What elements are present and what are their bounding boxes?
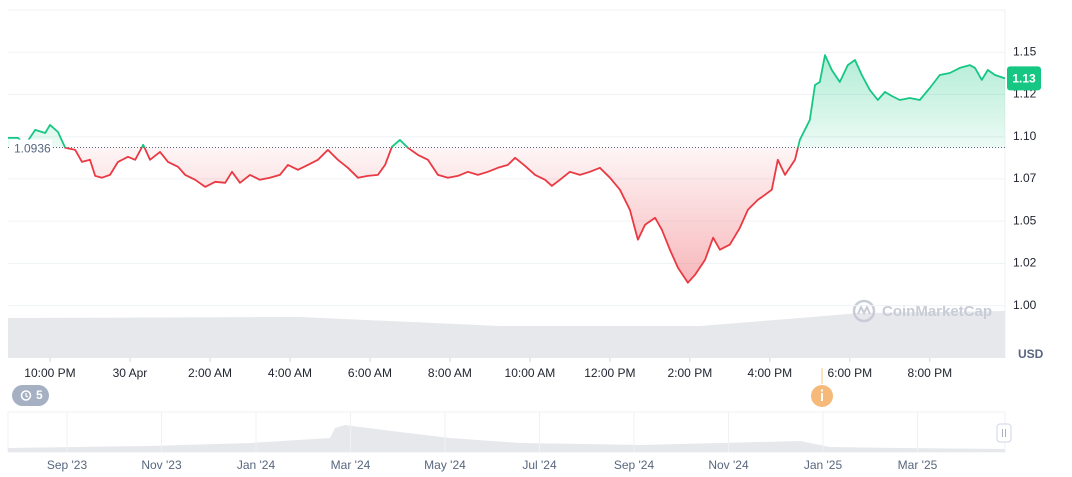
navigator-label: Jan '24 — [237, 458, 276, 472]
navigator-label: Sep '24 — [614, 458, 655, 472]
y-tick-label: 1.00 — [1013, 298, 1037, 312]
y-tick-label: 1.10 — [1013, 129, 1037, 143]
alert-count: 5 — [36, 388, 43, 402]
info-icon-dot — [821, 389, 823, 392]
navigator-area — [8, 425, 1005, 452]
navigator-label: Nov '24 — [708, 458, 749, 472]
y-tick-label: 1.02 — [1013, 256, 1037, 270]
x-tick-label: 30 Apr — [113, 366, 148, 380]
price-line — [8, 54, 1006, 284]
x-tick-label: 6:00 PM — [827, 366, 872, 380]
alert-icon — [20, 390, 32, 401]
navigator-label: Jan '25 — [804, 458, 843, 472]
x-tick-label: 10:00 PM — [24, 366, 75, 380]
y-tick-label: 1.15 — [1013, 44, 1037, 58]
navigator-label: Mar '25 — [898, 458, 938, 472]
x-tick-label: 4:00 PM — [747, 366, 792, 380]
volume-area — [8, 311, 1005, 358]
info-icon — [821, 393, 823, 401]
x-tick-label: 4:00 AM — [268, 366, 312, 380]
navigator-label: Sep '23 — [47, 458, 88, 472]
baseline-label-bg — [10, 139, 52, 156]
x-tick-label: 2:00 AM — [188, 366, 232, 380]
x-tick-label: 8:00 PM — [907, 366, 952, 380]
watermark-logo-mark — [857, 304, 871, 316]
navigator-label: Nov '23 — [141, 458, 182, 472]
y-tick-label: 1.07 — [1013, 171, 1037, 185]
current-price-badge — [1007, 66, 1041, 91]
unit-label: USD — [1018, 347, 1044, 361]
x-tick-label: 8:00 AM — [428, 366, 472, 380]
baseline-label: 1.0936 — [14, 142, 51, 156]
navigator-handle[interactable] — [996, 423, 1012, 443]
navigator-label: May '24 — [424, 458, 466, 472]
x-tick-label: 6:00 AM — [348, 366, 392, 380]
current-price-label: 1.13 — [1012, 72, 1036, 86]
navigator-label: Mar '24 — [331, 458, 371, 472]
y-tick-label: 1.05 — [1013, 213, 1037, 227]
x-tick-label: 2:00 PM — [668, 366, 713, 380]
navigator-label: Jul '24 — [522, 458, 557, 472]
watermark: CoinMarketCap — [882, 303, 992, 320]
watermark-logo — [852, 299, 876, 323]
x-tick-label: 12:00 PM — [584, 366, 635, 380]
alert-icon-hand — [25, 393, 29, 398]
price-area — [8, 55, 1005, 283]
x-tick-label: 10:00 AM — [505, 366, 556, 380]
